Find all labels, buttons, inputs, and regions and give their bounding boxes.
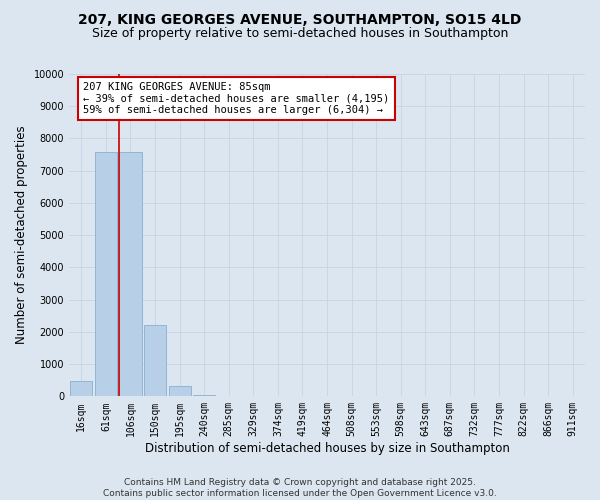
Bar — [95, 152, 117, 396]
Bar — [169, 386, 191, 396]
Y-axis label: Number of semi-detached properties: Number of semi-detached properties — [15, 126, 28, 344]
X-axis label: Distribution of semi-detached houses by size in Southampton: Distribution of semi-detached houses by … — [145, 442, 509, 455]
Text: 207, KING GEORGES AVENUE, SOUTHAMPTON, SO15 4LD: 207, KING GEORGES AVENUE, SOUTHAMPTON, S… — [79, 12, 521, 26]
Text: 207 KING GEORGES AVENUE: 85sqm
← 39% of semi-detached houses are smaller (4,195): 207 KING GEORGES AVENUE: 85sqm ← 39% of … — [83, 82, 389, 116]
Bar — [144, 326, 166, 396]
Text: Size of property relative to semi-detached houses in Southampton: Size of property relative to semi-detach… — [92, 28, 508, 40]
Bar — [119, 152, 142, 396]
Bar — [193, 394, 215, 396]
Text: Contains HM Land Registry data © Crown copyright and database right 2025.
Contai: Contains HM Land Registry data © Crown c… — [103, 478, 497, 498]
Bar — [70, 380, 92, 396]
